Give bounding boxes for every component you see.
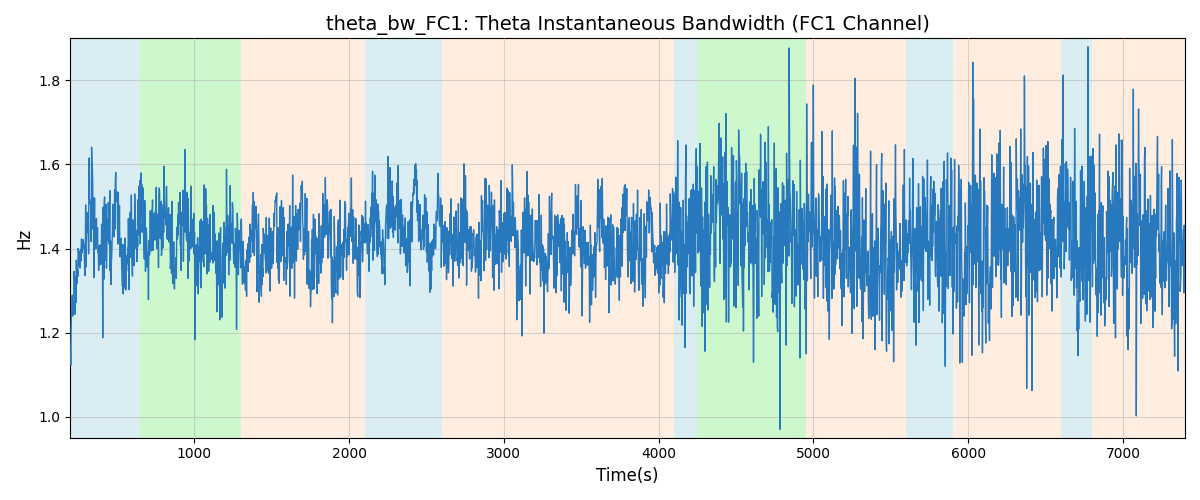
Bar <box>1061 38 1092 438</box>
Bar <box>906 38 953 438</box>
X-axis label: Time(s): Time(s) <box>596 467 659 485</box>
Title: theta_bw_FC1: Theta Instantaneous Bandwidth (FC1 Channel): theta_bw_FC1: Theta Instantaneous Bandwi… <box>325 15 930 35</box>
Bar <box>140 38 241 438</box>
Bar <box>241 38 365 438</box>
Bar <box>71 38 140 438</box>
Bar <box>442 38 674 438</box>
Y-axis label: Hz: Hz <box>14 228 32 248</box>
Bar <box>674 38 697 438</box>
Bar <box>805 38 906 438</box>
Bar <box>1092 38 1184 438</box>
Bar <box>365 38 442 438</box>
Bar <box>953 38 1061 438</box>
Bar <box>697 38 805 438</box>
